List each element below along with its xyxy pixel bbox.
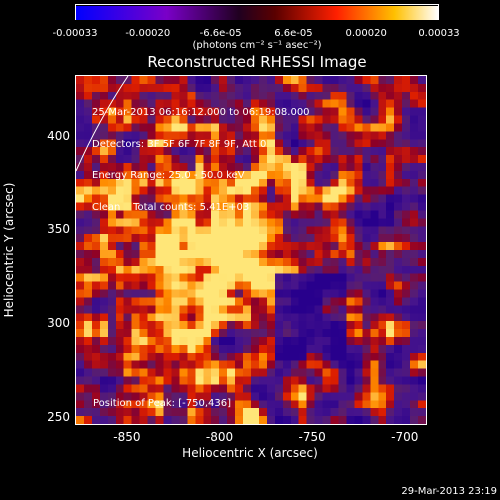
info-line-energy: Energy Range: 25.0 - 50.0 keV [92, 170, 245, 181]
y-axis-label: Heliocentric Y (arcsec) [2, 182, 16, 318]
y-tick-label: 350 [47, 222, 70, 237]
colorbar-tick-label: 0.00033 [418, 28, 460, 39]
colorbar [75, 4, 439, 20]
peak-position-label: Position of Peak: [-750,436] [93, 398, 231, 409]
x-axis-label: Heliocentric X (arcsec) [182, 446, 318, 460]
colorbar-tick-label: -0.00020 [125, 28, 171, 39]
colorbar-tick-label: 6.6e-05 [274, 28, 313, 39]
colorbar-tick-label: 0.00020 [345, 28, 387, 39]
observation-info: 25-Mar-2013 06:16:12.000 to 06:19:08.000… [92, 87, 310, 224]
x-tick-label: -700 [391, 430, 419, 444]
info-line-time: 25-Mar-2013 06:16:12.000 to 06:19:08.000 [92, 107, 310, 118]
chart-title: Reconstructed RHESSI Image [147, 53, 367, 71]
heatmap-plot-area [75, 75, 427, 425]
x-tick-label: -750 [298, 430, 326, 444]
footer-timestamp: 29-Mar-2013 23:19 [401, 486, 497, 497]
limb-arc [76, 76, 129, 172]
x-tick-label: -800 [205, 430, 234, 444]
heatmap-image [76, 76, 426, 424]
y-tick-label: 400 [47, 128, 70, 143]
colorbar-unit-label: (photons cm⁻² s⁻¹ asec⁻²) [192, 40, 322, 51]
info-line-counts: Clean Total counts: 5.41E+03 [92, 201, 250, 213]
colorbar-tick-label: -6.6e-05 [199, 28, 242, 39]
info-line-detectors: Detectors: 3F 5F 6F 7F 8F 9F, Att 0 [92, 138, 267, 150]
y-tick-label: 250 [47, 409, 70, 424]
x-tick-label: -850 [113, 430, 141, 444]
colorbar-tick-label: -0.00033 [52, 28, 98, 39]
y-tick-label: 300 [47, 315, 70, 330]
